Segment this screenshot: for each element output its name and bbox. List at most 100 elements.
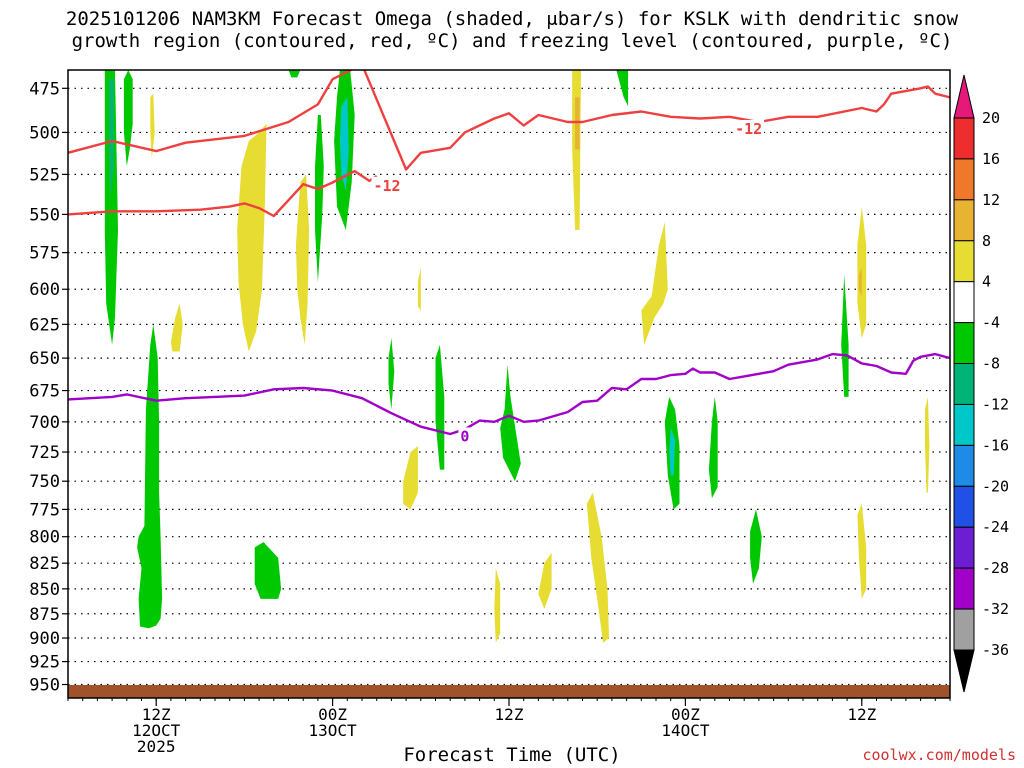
colorbar-box <box>953 444 975 487</box>
colorbar-box <box>953 117 975 160</box>
colorbar-box <box>953 567 975 610</box>
shade-ascent-1 <box>104 70 118 345</box>
shade-sink-1 <box>150 93 155 158</box>
shade-sink-12-core <box>858 267 862 297</box>
site-credit: coolwx.com/models <box>862 746 1016 764</box>
colorbar: 20 16 12 8 4 -4 -8 -12 -16 -20 -24 -28 -32 -36 <box>953 74 1009 693</box>
colorbar-label: 8 <box>982 232 991 250</box>
x-tick-label: 00Z <box>318 705 347 724</box>
contour-label-bg <box>458 427 472 444</box>
colorbar-box <box>953 526 975 569</box>
colorbar-bottom-arrow <box>953 649 975 693</box>
shade-sink-9-core <box>575 97 580 150</box>
x-tick-label: 12Z <box>495 705 524 724</box>
colorbar-label: -24 <box>982 518 1009 536</box>
colorbar-box <box>953 322 975 365</box>
colorbar-label: -20 <box>982 477 1009 495</box>
x-tick-label: 12Z <box>847 705 876 724</box>
colorbar-label: 16 <box>982 150 1000 168</box>
y-tick-label: 850 <box>29 580 60 600</box>
colorbar-label: -12 <box>982 395 1009 413</box>
shade-ascent-8 <box>435 344 445 470</box>
contour-label-dgz-upper-red: -12 <box>735 120 762 138</box>
shade-sink-5 <box>417 267 421 311</box>
colorbar-box <box>953 403 975 446</box>
y-tick-label: 575 <box>29 244 60 264</box>
colorbar-box <box>953 199 975 242</box>
chart-title-line2: growth region (contoured, red, ºC) and f… <box>71 30 953 52</box>
y-tick-label: 550 <box>29 205 60 225</box>
colorbar-label: -8 <box>982 355 1000 373</box>
contour-dgz-lower-red <box>68 169 378 218</box>
shade-ascent-12 <box>708 396 718 499</box>
shade-ascent-11-core <box>669 428 676 476</box>
y-tick-label: 800 <box>29 528 60 548</box>
shade-sink-10 <box>586 492 609 643</box>
shade-ascent-6-top <box>288 70 301 78</box>
contour-label-bg <box>371 176 403 193</box>
shade-sink-2 <box>170 303 183 352</box>
y-tick-label: 900 <box>29 629 60 649</box>
colorbar-box <box>953 158 975 201</box>
y-tick-label: 675 <box>29 382 60 402</box>
y-tick-label: 525 <box>29 165 60 185</box>
shade-sink-14 <box>925 396 930 493</box>
shade-sink-13 <box>857 503 867 599</box>
colorbar-label: -36 <box>982 641 1009 659</box>
axes: 475 500 525 550 575 600 625 650 675 700 725 750 775 8… <box>29 79 951 756</box>
y-tick-label: 700 <box>29 413 60 433</box>
x-tick-label: 00Z <box>671 705 700 724</box>
shade-ascent-7 <box>388 338 395 410</box>
y-tick-label: 625 <box>29 315 60 335</box>
x-tick-label: 12Z <box>142 705 171 724</box>
shade-sink-7 <box>494 568 501 643</box>
shade-sink-8 <box>538 552 552 609</box>
colorbar-label: 4 <box>982 273 991 291</box>
shade-ascent-9 <box>500 364 521 482</box>
y-tick-label: 600 <box>29 280 60 300</box>
chart-title-line1: 2025101206 NAM3KM Forecast Omega (shaded… <box>65 8 959 30</box>
contour-dgz-upper-red <box>68 70 950 171</box>
colorbar-label: -32 <box>982 600 1009 618</box>
colorbar-label: -28 <box>982 559 1009 577</box>
colorbar-label: -16 <box>982 436 1009 454</box>
shade-sink-11 <box>641 222 668 345</box>
y-tick-label: 775 <box>29 500 60 520</box>
shade-sink-3 <box>237 123 267 352</box>
shade-sink-4 <box>295 174 310 345</box>
colorbar-box <box>953 485 975 528</box>
y-tick-label: 500 <box>29 123 60 143</box>
contour-label-dgz-lower-red: -12 <box>373 177 400 195</box>
y-tick-label: 725 <box>29 443 60 463</box>
shade-ascent-14 <box>841 274 849 397</box>
colorbar-label: 12 <box>982 191 1000 209</box>
shade-ascent-5 <box>315 115 324 283</box>
x-tick-label: 12OCT <box>132 721 181 740</box>
contour-label-bg <box>733 119 765 136</box>
terrain-ground <box>68 685 950 698</box>
gridlines <box>68 87 950 686</box>
y-tick-label: 475 <box>29 79 60 99</box>
shade-sink-12 <box>857 206 867 338</box>
shade-ascent-2 <box>123 70 133 167</box>
temperature-contours: -12 -12 0 <box>68 70 950 445</box>
colorbar-box <box>953 281 975 324</box>
x-tick-label: 14OCT <box>661 721 710 740</box>
omega-shaded-regions <box>104 70 930 643</box>
shade-ascent-1-core <box>109 79 114 199</box>
y-tick-label: 750 <box>29 472 60 492</box>
colorbar-label: 20 <box>982 109 1000 127</box>
shade-ascent-4 <box>254 542 282 599</box>
y-tick-label: 950 <box>29 676 60 696</box>
colorbar-label: -4 <box>982 314 1000 332</box>
colorbar-box <box>953 363 975 405</box>
y-tick-label: 925 <box>29 653 60 673</box>
colorbar-box <box>953 608 975 651</box>
shade-sink-6 <box>403 446 418 510</box>
x-tick-label: 2025 <box>137 737 176 756</box>
contour-freezing-level-purple <box>68 352 950 436</box>
contour-label-freezing-level-purple: 0 <box>460 427 469 445</box>
x-tick-label: 13OCT <box>309 721 358 740</box>
y-tick-label: 650 <box>29 349 60 369</box>
colorbar-box <box>953 240 975 283</box>
